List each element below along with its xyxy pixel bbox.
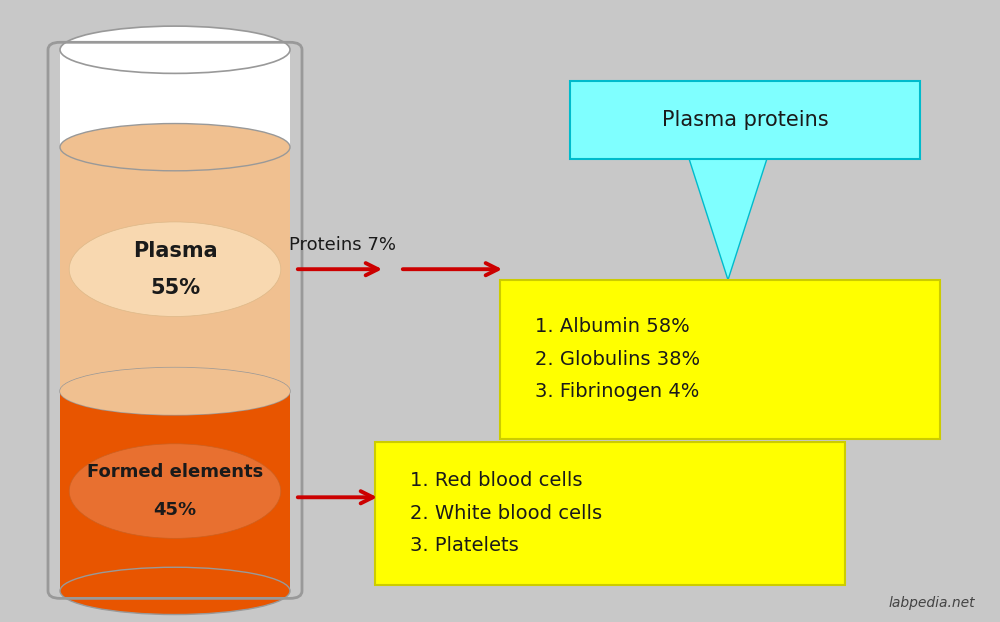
Ellipse shape: [60, 567, 290, 615]
Text: Formed elements: Formed elements: [87, 463, 263, 481]
Text: Plasma: Plasma: [133, 241, 217, 261]
FancyBboxPatch shape: [570, 81, 920, 159]
Ellipse shape: [60, 26, 290, 73]
Polygon shape: [688, 156, 768, 280]
Bar: [60, 391, 290, 591]
Text: 45%: 45%: [153, 501, 197, 519]
Ellipse shape: [60, 368, 290, 415]
FancyBboxPatch shape: [500, 280, 940, 439]
Ellipse shape: [69, 222, 281, 317]
Ellipse shape: [69, 443, 281, 538]
Ellipse shape: [60, 368, 290, 415]
FancyBboxPatch shape: [375, 442, 845, 585]
Text: labpedia.net: labpedia.net: [888, 595, 975, 610]
Text: Proteins 7%: Proteins 7%: [289, 236, 396, 254]
Bar: [60, 50, 290, 147]
Text: 1. Red blood cells
2. White blood cells
3. Platelets: 1. Red blood cells 2. White blood cells …: [410, 471, 602, 555]
Text: 1. Albumin 58%
2. Globulins 38%
3. Fibrinogen 4%: 1. Albumin 58% 2. Globulins 38% 3. Fibri…: [535, 317, 700, 401]
Ellipse shape: [60, 124, 290, 171]
Bar: [60, 147, 290, 391]
Text: Plasma proteins: Plasma proteins: [662, 109, 828, 130]
Text: 55%: 55%: [150, 278, 200, 298]
